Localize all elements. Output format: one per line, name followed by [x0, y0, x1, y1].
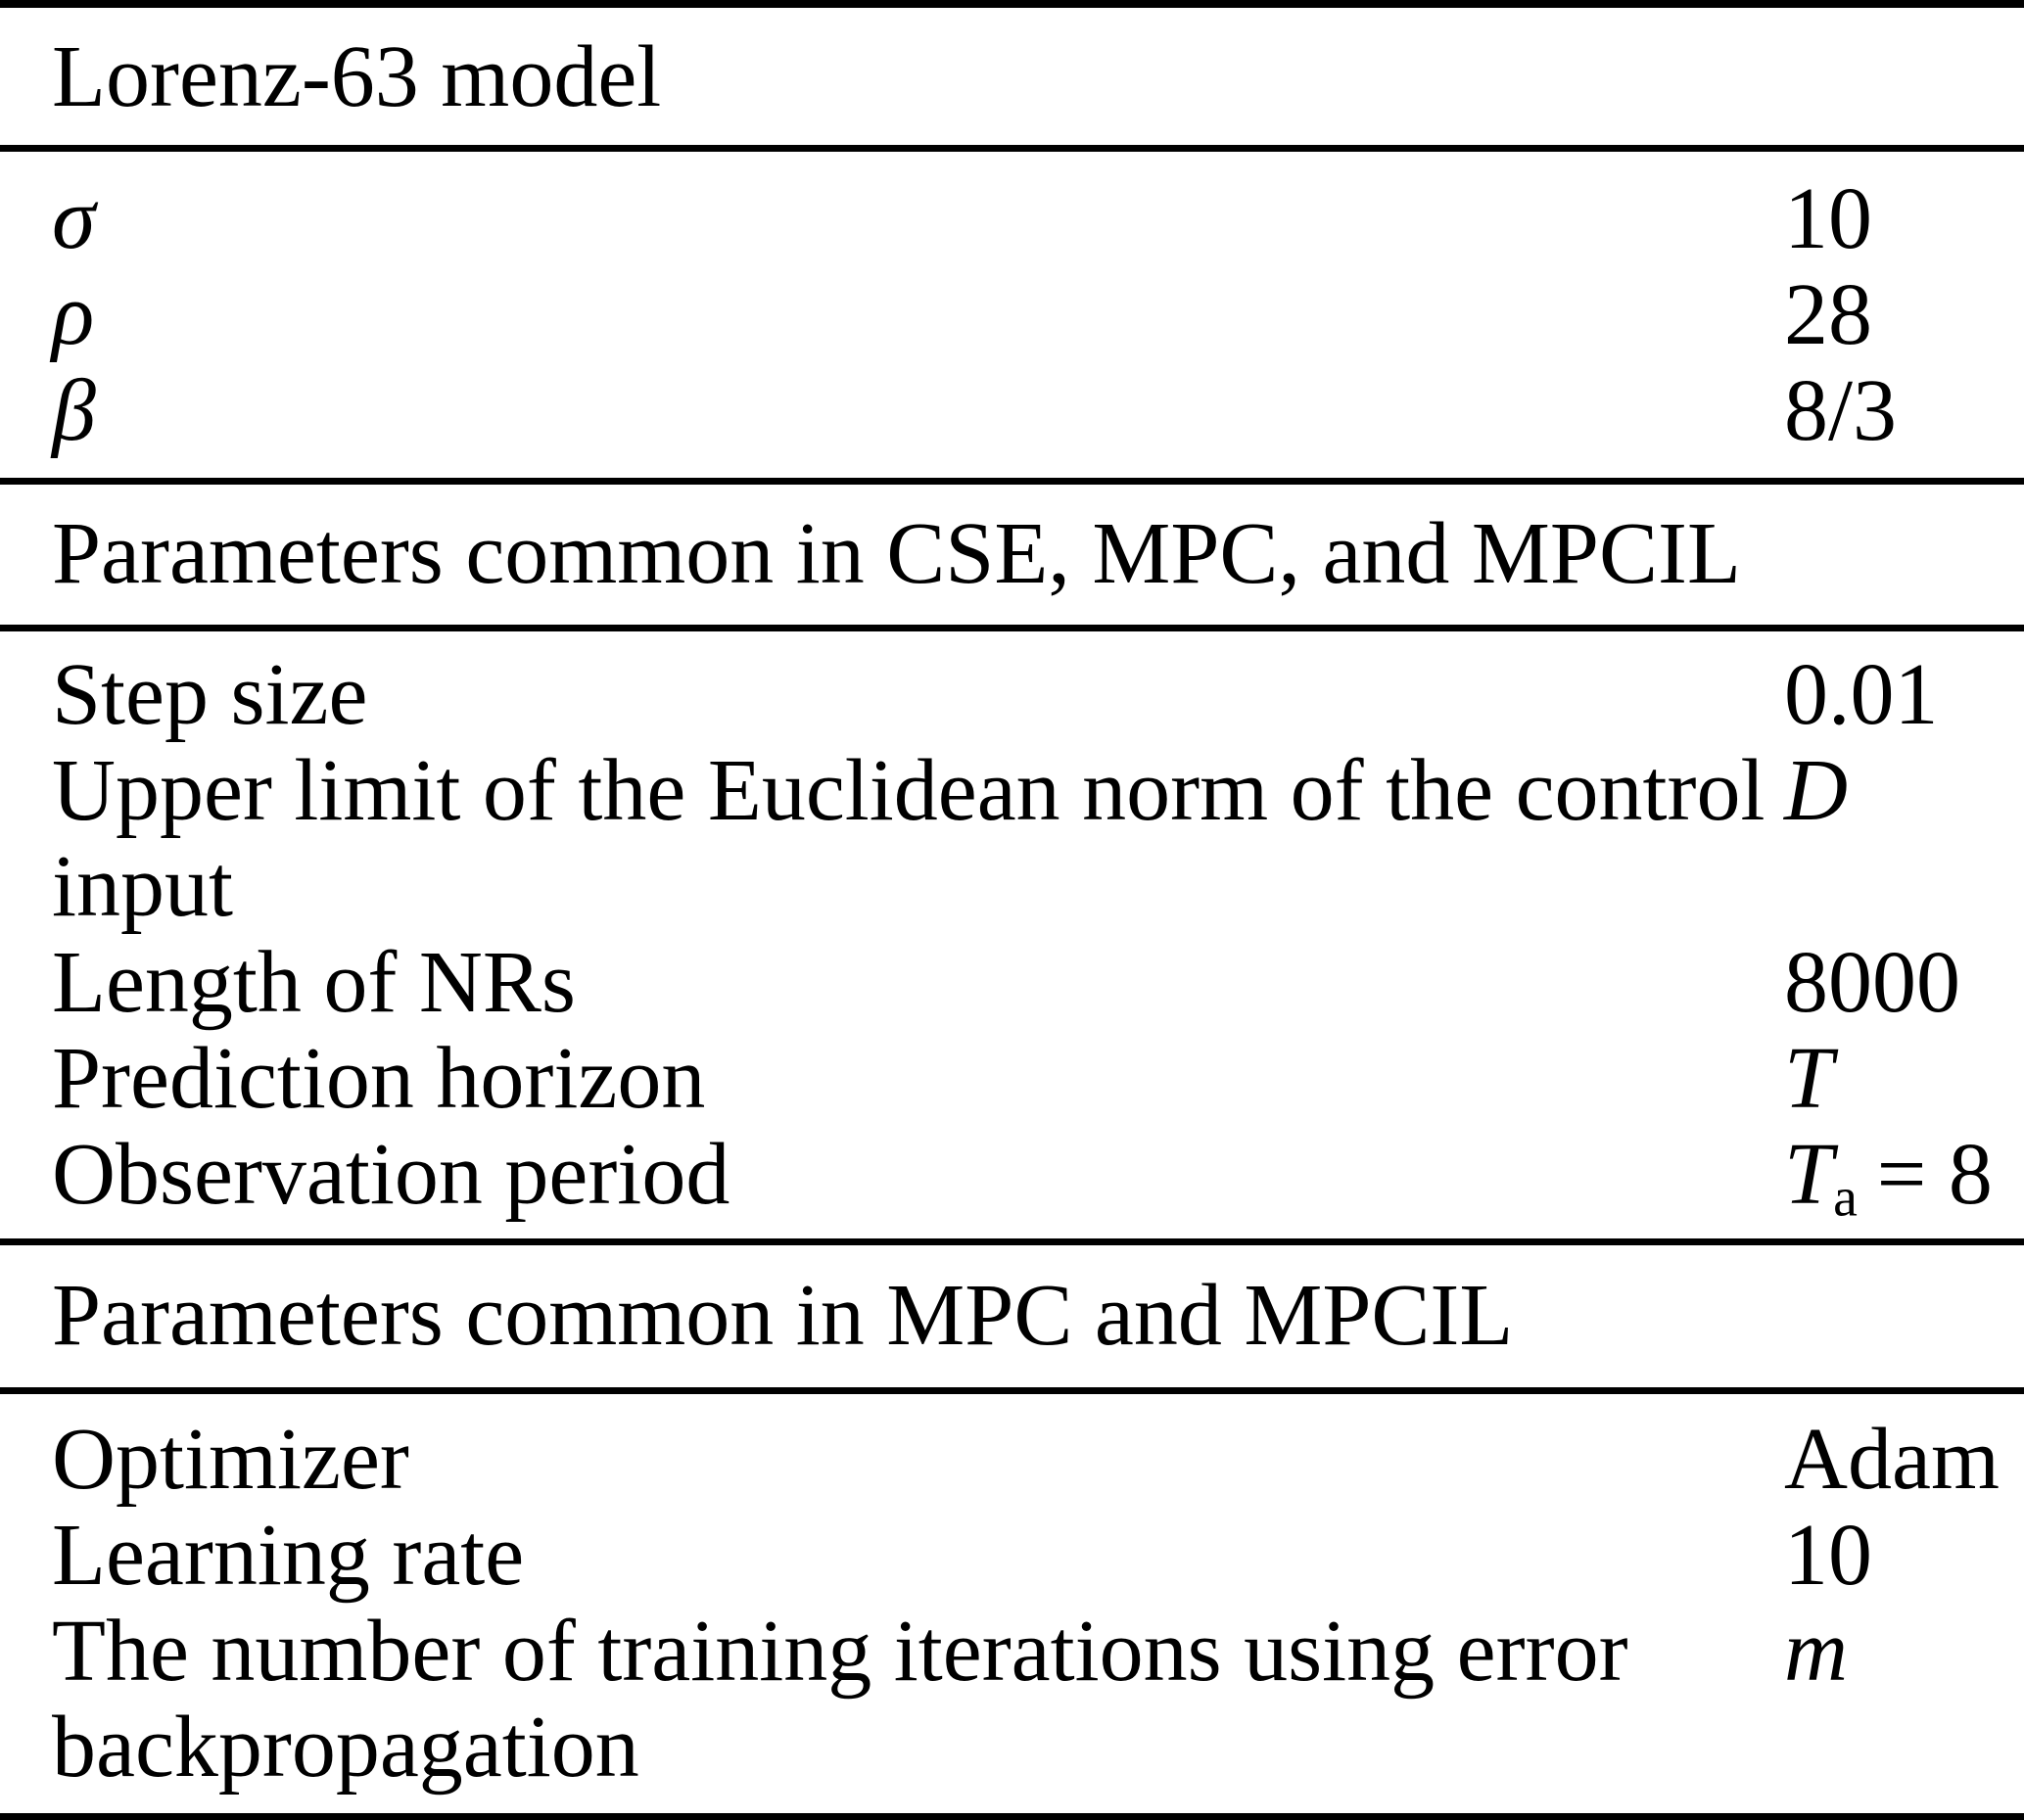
section-mpc-header: Parameters common in MPC and MPCIL	[0, 1245, 2024, 1387]
table-row-observation-period: Observation period Ta = 8	[52, 1126, 2004, 1226]
mpc-mpcil-header: Parameters common in MPC and MPCIL	[52, 1267, 1514, 1364]
table-row-training-iterations: The number of training iterations using …	[52, 1604, 2004, 1796]
table-top-border	[0, 0, 2024, 8]
param-label-length-nrs: Length of NRs	[52, 934, 576, 1031]
table-bottom-border	[0, 1813, 2024, 1820]
observation-period-subscript: a	[1833, 1167, 1858, 1229]
param-label-optimizer: Optimizer	[52, 1411, 409, 1508]
table-row-step-size: Step size 0.01	[52, 647, 2004, 743]
rule-below-mpc-header	[0, 1387, 2024, 1394]
param-value-learning-rate: 10	[1784, 1507, 1872, 1604]
param-value-prediction-horizon: T	[1784, 1030, 1834, 1127]
param-label-beta: β	[52, 362, 96, 459]
table-row-rho: ρ 28	[52, 267, 2004, 363]
param-value-sigma: 10	[1784, 170, 1872, 267]
param-label-step-size: Step size	[52, 646, 368, 743]
param-label-sigma: σ	[52, 170, 96, 267]
table-row-upper-limit: Upper limit of the Euclidean norm of the…	[52, 743, 2004, 935]
section-lorenz-params: σ 10 ρ 28 β 8/3	[0, 152, 2024, 478]
section-common-params: Step size 0.01 Upper limit of the Euclid…	[0, 631, 2024, 1238]
section-cse-header: Parameters common in CSE, MPC, and MPCIL	[0, 485, 2024, 625]
table-row-beta: β 8/3	[52, 363, 2004, 459]
param-label-prediction-horizon: Prediction horizon	[52, 1030, 706, 1127]
section-mpc-params: Optimizer Adam Learning rate 10 The numb…	[0, 1394, 2024, 1813]
table-row-optimizer: Optimizer Adam	[52, 1412, 2004, 1508]
param-value-beta: 8/3	[1784, 362, 1898, 459]
rule-below-cse-header	[0, 625, 2024, 631]
section-lorenz-header: Lorenz-63 model	[0, 8, 2024, 145]
observation-period-equation: = 8	[1876, 1126, 1993, 1223]
param-value-length-nrs: 8000	[1784, 934, 1960, 1031]
param-value-step-size: 0.01	[1784, 646, 1939, 743]
param-label-rho: ρ	[52, 266, 95, 363]
param-value-rho: 28	[1784, 266, 1872, 363]
cse-mpc-mpcil-header: Parameters common in CSE, MPC, and MPCIL	[52, 505, 1741, 602]
rule-above-cse-header	[0, 478, 2024, 485]
param-label-upper-limit: Upper limit of the Euclidean norm of the…	[52, 742, 1765, 935]
table-row-sigma: σ 10	[52, 171, 2004, 267]
param-value-optimizer: Adam	[1784, 1411, 2000, 1508]
table-row-learning-rate: Learning rate 10	[52, 1508, 2004, 1604]
param-value-training-iterations: m	[1784, 1603, 1848, 1700]
param-value-observation-period: Ta = 8	[1784, 1126, 1993, 1226]
table-row-length-nrs: Length of NRs 8000	[52, 935, 2004, 1031]
param-label-training-iterations: The number of training iterations using …	[52, 1603, 1628, 1796]
lorenz-model-header: Lorenz-63 model	[52, 28, 662, 125]
param-label-learning-rate: Learning rate	[52, 1507, 525, 1604]
param-label-observation-period: Observation period	[52, 1126, 730, 1223]
rule-below-lorenz-header	[0, 145, 2024, 152]
param-value-upper-limit: D	[1784, 742, 1848, 839]
observation-period-symbol: T	[1784, 1126, 1834, 1223]
rule-above-mpc-header	[0, 1238, 2024, 1245]
table-row-prediction-horizon: Prediction horizon T	[52, 1031, 2004, 1127]
